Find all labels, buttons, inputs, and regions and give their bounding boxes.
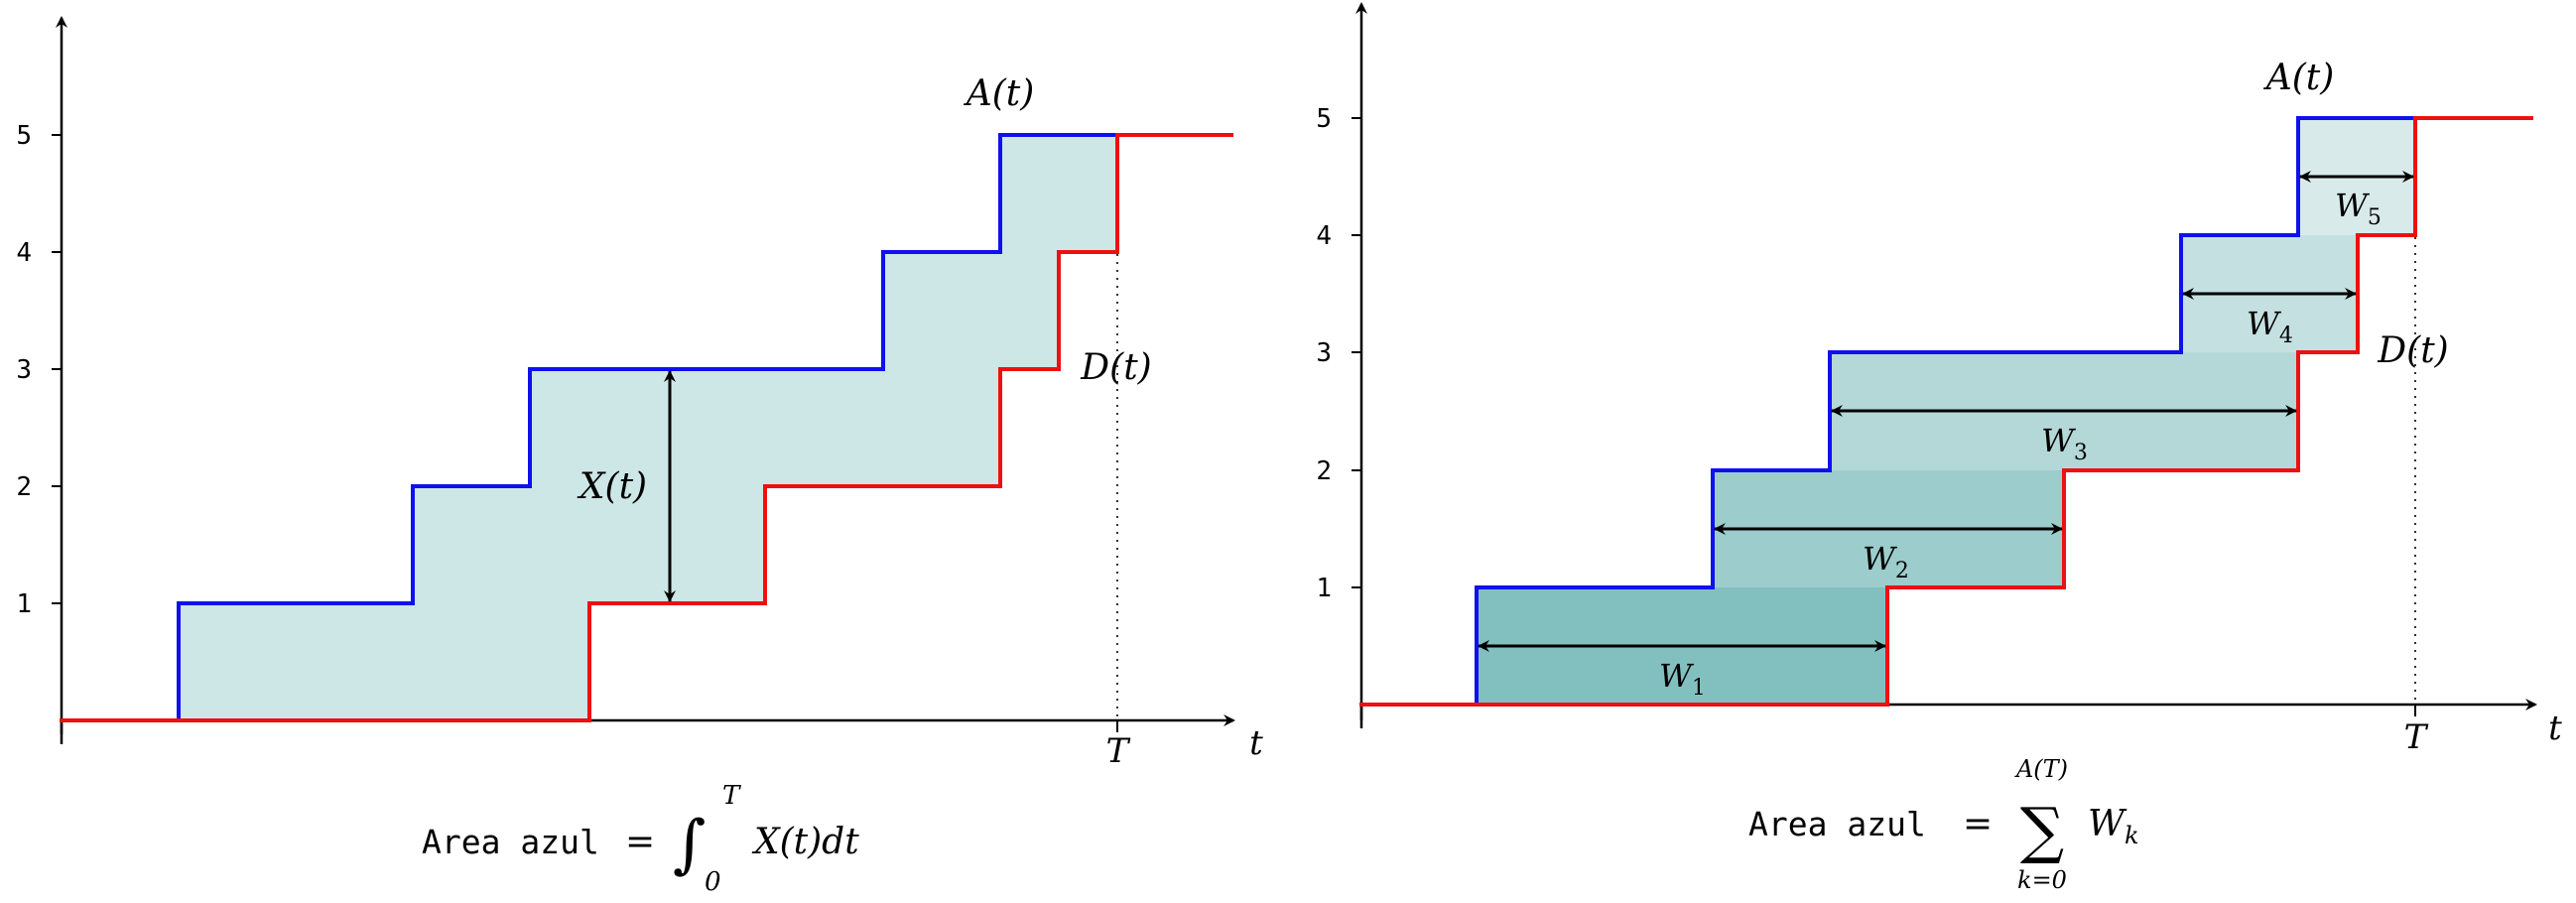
left-ytick-1: 1 — [16, 589, 32, 619]
right-formula-equals: = — [1963, 804, 1993, 844]
right-formula-summand: Wk — [2088, 804, 2139, 849]
right-W4-label: W4 — [2247, 305, 2293, 348]
right-W3-sub: 3 — [2074, 441, 2088, 465]
right-ytick-2: 2 — [1316, 456, 1332, 486]
right-t-axis-label: t — [2548, 709, 2562, 748]
left-ytick-4: 4 — [16, 238, 32, 268]
right-formula: Area azul = A(T) ∑ k=0 Wk — [1748, 755, 2139, 894]
right-ytick-3: 3 — [1316, 338, 1332, 368]
right-D-label: D(t) — [2377, 330, 2448, 371]
left-A-label: A(t) — [964, 73, 1035, 114]
left-formula: Area azul = ∫ T 0 X(t)dt — [422, 781, 859, 897]
right-W2-base: W — [1863, 540, 1898, 578]
right-ytick-1: 1 — [1316, 574, 1332, 603]
right-W1-label: W1 — [1659, 657, 1706, 701]
right-T-label: T — [2404, 717, 2429, 757]
right-W3-label: W3 — [2041, 422, 2088, 465]
right-W4-base: W — [2247, 305, 2282, 342]
right-W4-sub: 4 — [2279, 323, 2293, 348]
left-t-axis-label: t — [1249, 723, 1263, 763]
right-formula-sum-upper: A(T) — [2014, 755, 2068, 783]
right-W1-base: W — [1659, 657, 1695, 695]
integral-sign: ∫ — [673, 808, 706, 881]
right-departure-curve — [1359, 116, 2533, 707]
right-panel: 1 2 3 4 5 W1 W2 W3 W4 W5 — [1316, 2, 2562, 894]
left-formula-word: Area azul — [422, 823, 599, 861]
right-W3-base: W — [2041, 422, 2077, 459]
left-formula-int-lower: 0 — [705, 867, 721, 897]
left-T-label: T — [1106, 731, 1131, 771]
right-ytick-4: 4 — [1316, 221, 1332, 251]
right-W1-sub: 1 — [1692, 676, 1706, 701]
left-formula-integrand: X(t)dt — [751, 822, 859, 862]
left-ytick-2: 2 — [16, 472, 32, 502]
left-ytick-5: 5 — [16, 121, 32, 151]
left-X-label: X(t) — [577, 466, 647, 507]
left-blue-area — [60, 135, 1117, 720]
right-formula-summand-sub: k — [2125, 822, 2139, 849]
summation-sign: ∑ — [2020, 794, 2064, 866]
left-ytick-3: 3 — [16, 355, 32, 385]
left-formula-equals: = — [625, 822, 655, 862]
right-formula-sum-lower: k=0 — [2017, 866, 2067, 894]
right-W5-sub: 5 — [2368, 205, 2382, 230]
left-arrival-curve — [177, 133, 1117, 720]
right-W2-sub: 2 — [1895, 559, 1909, 583]
left-panel: 1 2 3 4 5 A(t) D(t) X(t) T t Area azul =… — [16, 16, 1263, 897]
right-W2-label: W2 — [1863, 540, 1909, 583]
right-W5-label: W5 — [2335, 187, 2382, 230]
right-formula-summand-base: W — [2088, 804, 2127, 844]
right-arrival-curve — [1475, 116, 2415, 705]
left-departure-curve — [60, 133, 1233, 722]
left-formula-int-upper: T — [722, 781, 741, 811]
right-ytick-5: 5 — [1316, 104, 1332, 134]
left-D-label: D(t) — [1080, 347, 1151, 388]
right-W5-base: W — [2335, 187, 2371, 224]
left-y-ticks — [52, 134, 62, 604]
right-y-ticks — [1352, 117, 1361, 588]
right-A-label: A(t) — [2263, 58, 2335, 98]
right-formula-word: Area azul — [1748, 805, 1926, 843]
